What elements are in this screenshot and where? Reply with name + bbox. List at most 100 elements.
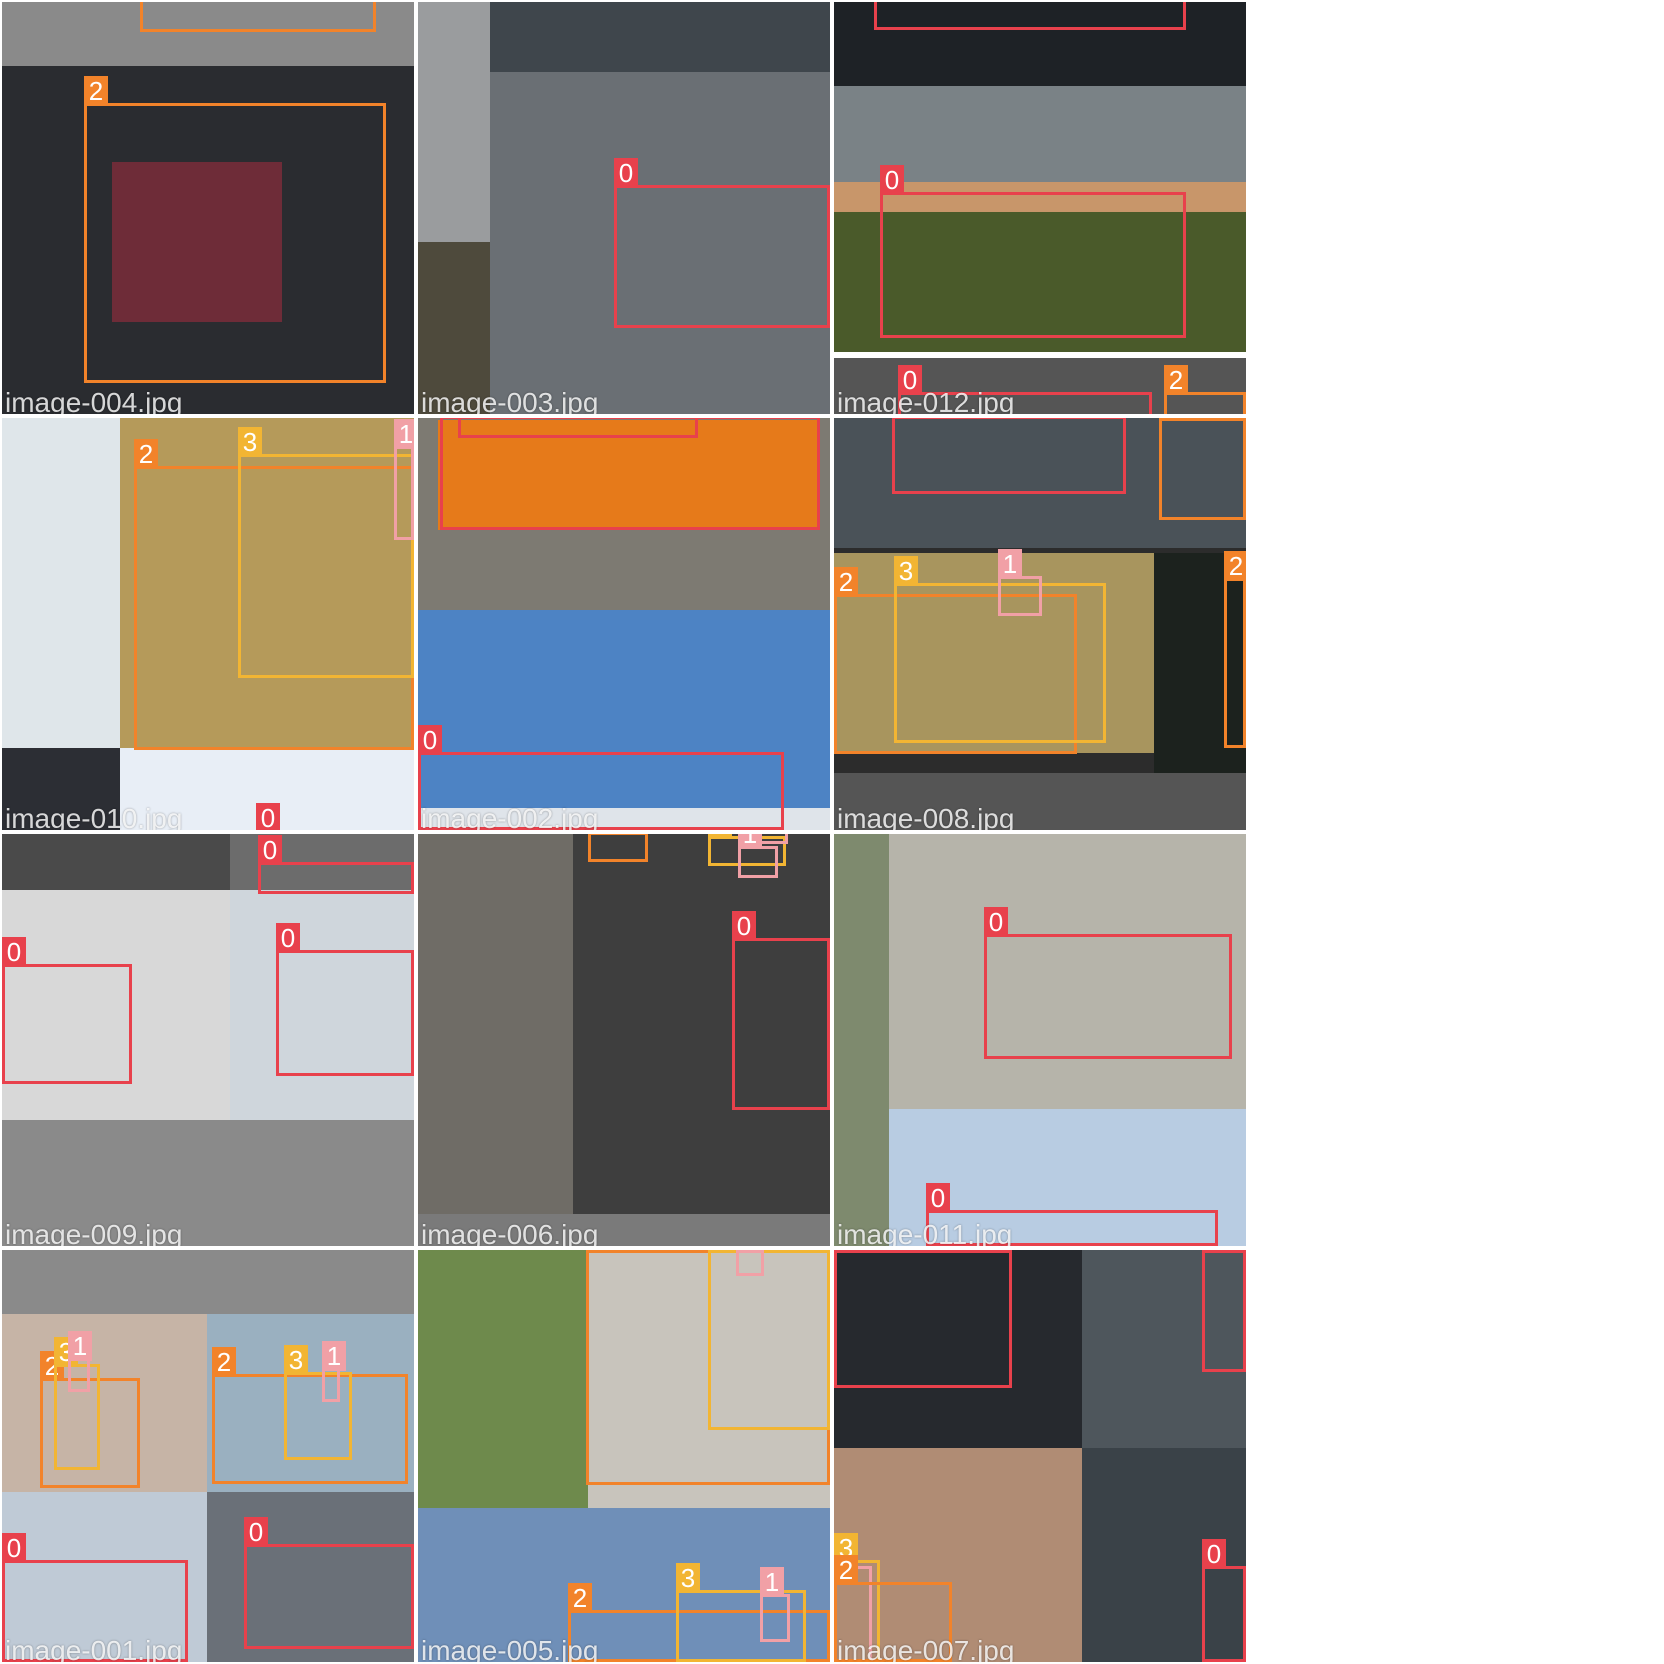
photo-fragment [418, 242, 490, 414]
mosaic-tile: 0 2 3 11 image-006.jpg [418, 834, 830, 1246]
photo-fragment [490, 72, 830, 414]
mosaic-tile: 2 3 1 2 3 1 0 0 image-001.jpg [2, 1250, 414, 1662]
detection-box: 0 [2, 937, 132, 1084]
detection-box: 0 [418, 725, 784, 830]
mosaic-tile: 001320image-007.jpg [834, 1250, 1246, 1662]
class-label: 1 [736, 1250, 760, 1253]
detection-box: 2 [834, 567, 1077, 754]
mosaic-tile: 2 2 image-004.jpg [2, 2, 414, 414]
photo-fragment [2, 1314, 207, 1492]
class-label: 0 [1202, 1539, 1226, 1569]
image-filename: image-006.jpg [421, 1219, 599, 1246]
class-label: 1 [322, 1341, 346, 1371]
detection-box: 0 [1202, 1539, 1246, 1662]
class-label: 3 [238, 427, 262, 457]
image-filename: image-012.jpg [837, 387, 1015, 414]
detection-box: 1 [394, 419, 414, 540]
detection-box: 3 [238, 427, 414, 678]
photo-fragment [230, 890, 414, 1120]
mosaic-tile: 0 2 2 3 1 2 image-008.jpg [834, 418, 1246, 830]
class-label: 0 [732, 911, 756, 941]
detection-box: 0 [732, 911, 830, 1110]
photo-fragment [418, 834, 573, 1246]
image-filename: image-004.jpg [5, 387, 183, 414]
detection-box: 1 [738, 834, 778, 878]
detection-box: 3 [676, 1563, 806, 1662]
photo-fragment [834, 553, 1154, 753]
photo-fragment [889, 1109, 1246, 1246]
detection-box: 1 [758, 834, 788, 844]
detection-box: 1 [322, 1341, 346, 1402]
class-label: 2 [134, 439, 158, 469]
class-label: 2 [84, 76, 108, 106]
class-label: 0 [834, 1250, 858, 1253]
class-label: 3 [676, 1563, 700, 1593]
class-label: 0 [440, 418, 464, 419]
class-label: 0 [880, 165, 904, 195]
detection-box: 1 [68, 1331, 92, 1392]
detection-box: 0 [984, 907, 1232, 1059]
detection-box: 2 [1164, 365, 1246, 414]
class-label: 1 [998, 549, 1022, 579]
photo-fragment [207, 1492, 414, 1662]
class-label: 2 [1164, 365, 1188, 395]
mosaic-tile: 0 0 image-011.jpg [834, 834, 1246, 1246]
detection-box: 3 [284, 1345, 352, 1460]
detection-box: 0 [276, 923, 414, 1076]
photo-fragment [573, 834, 830, 1246]
photo-fragment [834, 1448, 1082, 1662]
photo-fragment [112, 162, 282, 322]
detection-box: 0 [874, 2, 1186, 30]
detection-box: 0 [458, 418, 698, 438]
detection-box: 2 [588, 834, 648, 862]
image-filename: image-007.jpg [837, 1635, 1015, 1662]
detection-box: 0 [880, 165, 1186, 338]
detection-box: 2 [1159, 418, 1246, 520]
class-label: 1 [760, 1567, 784, 1597]
class-label: 2 [588, 834, 612, 835]
class-label: 0 [2, 937, 26, 967]
class-label: 2 [1224, 551, 1246, 581]
class-label: 0 [1202, 1250, 1226, 1253]
class-label: 2 [1159, 418, 1183, 421]
mosaic-tile: 0 0 0 2 image-012.jpg [834, 2, 1246, 414]
mosaic-tile: 2 3 1 2 3 1 image-005.jpg [418, 1250, 830, 1662]
detection-box: 2 [140, 2, 376, 32]
detection-box: 0 [1202, 1250, 1246, 1372]
image-filename: image-003.jpg [421, 387, 599, 414]
photo-fragment [834, 418, 1246, 548]
photo-fragment [490, 2, 830, 72]
photo-fragment [2, 1250, 414, 1314]
class-label: 0 [256, 803, 280, 830]
class-label: 0 [244, 1517, 268, 1547]
photo-fragment [2, 1492, 207, 1662]
photo-fragment [834, 834, 889, 1246]
mosaic-tile: 0 0 0 image-009.jpg [2, 834, 414, 1246]
detection-box: 1 [998, 549, 1042, 616]
detection-box: 3 [708, 1250, 830, 1430]
class-label: 0 [418, 725, 442, 755]
class-label: 3 [708, 834, 732, 839]
class-label: 0 [258, 835, 282, 865]
class-label: 2 [568, 1583, 592, 1613]
class-label: 3 [894, 556, 918, 586]
image-filename: image-009.jpg [5, 1219, 183, 1246]
photo-fragment [2, 2, 414, 66]
class-label: 0 [892, 418, 916, 419]
class-label: 0 [898, 365, 922, 395]
class-label: 0 [2, 1533, 26, 1563]
class-label: 1 [394, 419, 414, 449]
detection-box: 0 [898, 365, 1152, 414]
photo-fragment [418, 1214, 830, 1246]
photo-fragment [418, 808, 830, 830]
mosaic-tile: 2 3 1 0 image-010.jpg [2, 418, 414, 830]
photo-fragment [2, 1120, 414, 1246]
photo-fragment [438, 420, 818, 530]
detection-box: 1 [760, 1567, 790, 1642]
photo-fragment [834, 2, 1246, 86]
image-filename: image-010.jpg [5, 803, 183, 830]
detection-box: 0 [2, 1533, 188, 1662]
photo-fragment [1154, 553, 1246, 773]
photo-fragment [2, 418, 120, 748]
